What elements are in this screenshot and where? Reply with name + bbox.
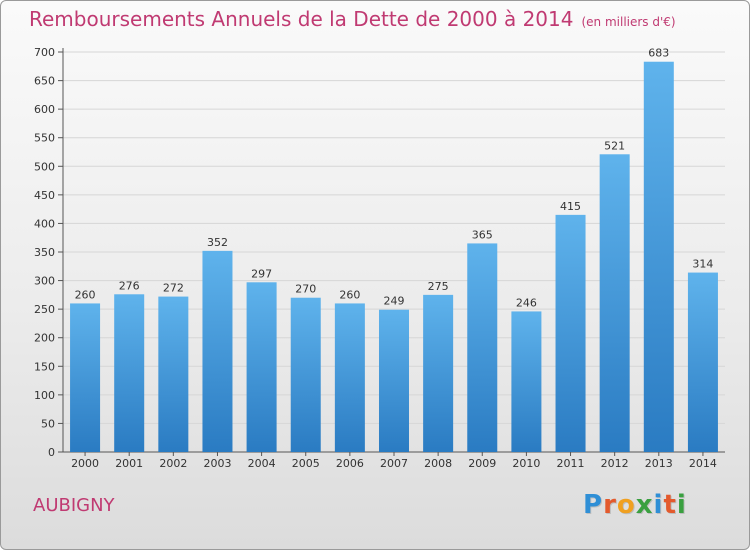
x-tick-label: 2001 bbox=[115, 457, 143, 470]
bar-value-label: 365 bbox=[472, 228, 493, 241]
y-tick-label: 50 bbox=[41, 417, 55, 430]
x-tick-label: 2013 bbox=[645, 457, 673, 470]
y-tick-label: 150 bbox=[34, 360, 55, 373]
bar bbox=[114, 294, 145, 452]
logo-letter: i bbox=[653, 490, 664, 520]
bar-value-label: 352 bbox=[207, 236, 228, 249]
x-tick-label: 2012 bbox=[601, 457, 629, 470]
bar bbox=[334, 303, 365, 452]
x-tick-label: 2002 bbox=[159, 457, 187, 470]
bar-value-label: 260 bbox=[339, 288, 360, 301]
x-tick-label: 2004 bbox=[248, 457, 276, 470]
y-tick-label: 600 bbox=[34, 103, 55, 116]
chart-unit-note: (en milliers d'€) bbox=[581, 15, 676, 29]
axes: 0 50 100 150 200 250 300 350 400 450 500 550 600 650 7… bbox=[34, 46, 725, 470]
bar bbox=[290, 297, 321, 452]
y-tick-label: 550 bbox=[34, 132, 55, 145]
logo-letter: x bbox=[635, 490, 654, 520]
proxiti-logo: Proxiti bbox=[583, 490, 687, 520]
chart-title: Remboursements Annuels de la Dette de 20… bbox=[29, 7, 676, 31]
bars bbox=[70, 61, 718, 453]
bar bbox=[643, 61, 674, 452]
chart-title-text: Remboursements Annuels de la Dette de 20… bbox=[29, 7, 574, 31]
bar-value-label: 275 bbox=[428, 280, 449, 293]
bar-value-label: 272 bbox=[163, 282, 184, 295]
y-tick-label: 250 bbox=[34, 303, 55, 316]
x-tick-label: 2003 bbox=[203, 457, 231, 470]
bar bbox=[202, 250, 233, 452]
y-tick-label: 100 bbox=[34, 389, 55, 402]
logo-letter: r bbox=[603, 490, 617, 520]
x-tick-label: 2000 bbox=[71, 457, 99, 470]
commune-name: AUBIGNY bbox=[33, 495, 115, 516]
bar bbox=[687, 272, 718, 452]
bar bbox=[511, 311, 542, 452]
y-tick-label: 650 bbox=[34, 75, 55, 88]
x-tick-label: 2009 bbox=[468, 457, 496, 470]
bar-value-label: 276 bbox=[119, 279, 140, 292]
bar-value-label: 314 bbox=[692, 258, 713, 271]
bar bbox=[70, 303, 101, 452]
bar bbox=[158, 296, 189, 452]
bar-value-label: 415 bbox=[560, 200, 581, 213]
logo-letter: i bbox=[676, 490, 687, 520]
y-tick-label: 700 bbox=[34, 46, 55, 59]
x-tick-label: 2005 bbox=[292, 457, 320, 470]
bar-value-label: 246 bbox=[516, 296, 537, 309]
bar-value-label: 270 bbox=[295, 283, 316, 296]
bar bbox=[246, 282, 277, 452]
y-tick-label: 450 bbox=[34, 189, 55, 202]
bar-value-label: 297 bbox=[251, 267, 272, 280]
y-tick-label: 0 bbox=[48, 446, 55, 459]
logo-letter: t bbox=[663, 490, 677, 520]
logo-letter: P bbox=[583, 490, 604, 520]
x-tick-label: 2010 bbox=[512, 457, 540, 470]
y-tick-label: 500 bbox=[34, 160, 55, 173]
x-tick-label: 2014 bbox=[689, 457, 717, 470]
y-tick-label: 300 bbox=[34, 275, 55, 288]
y-tick-label: 350 bbox=[34, 246, 55, 259]
bar-value-label: 249 bbox=[384, 295, 405, 308]
logo-letter: o bbox=[616, 490, 636, 520]
y-tick-label: 200 bbox=[34, 332, 55, 345]
bar-value-label: 260 bbox=[75, 288, 96, 301]
bar bbox=[423, 294, 454, 452]
labels: 260 276 272 352 297 270 260 249 275 365 246 415 521 6… bbox=[75, 47, 714, 310]
x-tick-label: 2008 bbox=[424, 457, 452, 470]
x-tick-label: 2006 bbox=[336, 457, 364, 470]
bar-value-label: 521 bbox=[604, 139, 625, 152]
x-tick-label: 2007 bbox=[380, 457, 408, 470]
bar bbox=[555, 214, 586, 452]
x-tick-label: 2011 bbox=[557, 457, 585, 470]
bar bbox=[378, 309, 410, 452]
bar-value-label: 683 bbox=[648, 47, 669, 60]
bar bbox=[599, 154, 630, 453]
bar bbox=[467, 243, 498, 452]
y-tick-label: 400 bbox=[34, 217, 55, 230]
